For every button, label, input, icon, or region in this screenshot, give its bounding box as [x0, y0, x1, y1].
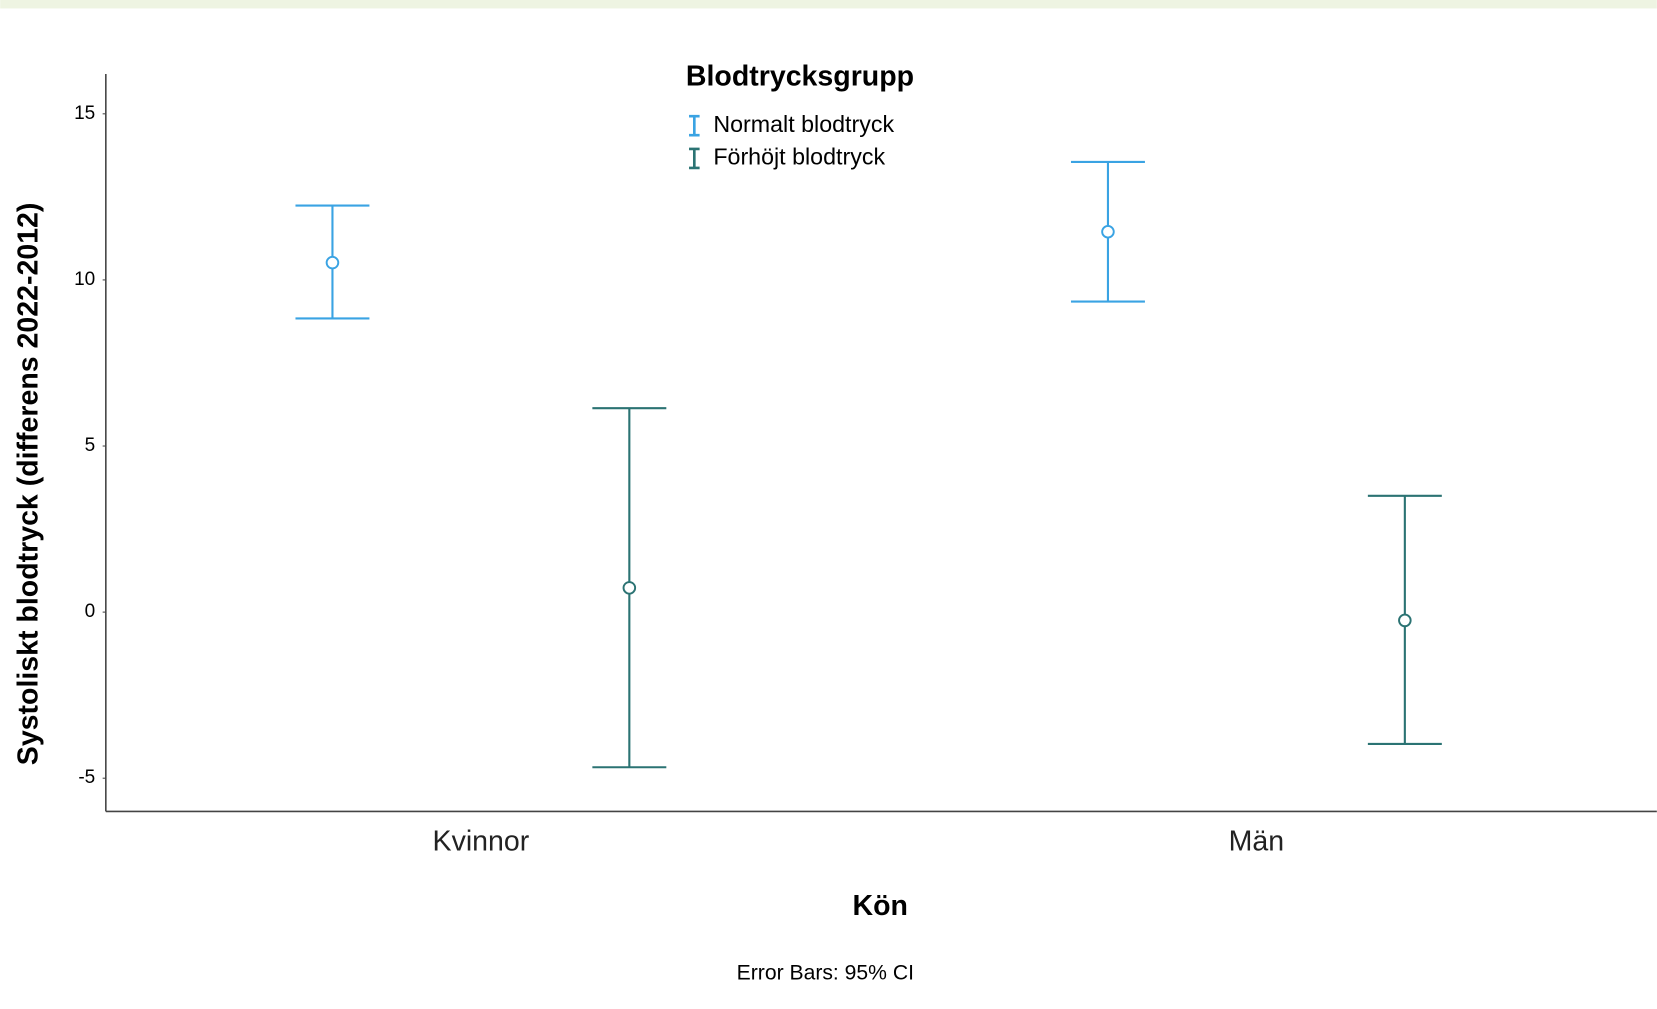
- mean-marker: [1101, 224, 1115, 239]
- y-tick-label: 15: [74, 103, 95, 124]
- legend-label: Förhöjt blodtryck: [713, 144, 885, 170]
- x-tick-label: Män: [1229, 826, 1284, 858]
- mean-marker: [622, 581, 637, 595]
- mean-marker: [325, 255, 340, 270]
- legend-icon: [689, 114, 700, 137]
- x-tick-label: Kvinnor: [433, 826, 530, 858]
- top-strip: [0, 0, 1657, 9]
- mean-marker: [1398, 613, 1412, 628]
- footnote: Error Bars: 95% CI: [737, 962, 914, 985]
- y-tick-label: 5: [85, 435, 96, 456]
- y-tick-label: -5: [78, 767, 95, 788]
- legend-title: Blodtrycksgrupp: [686, 61, 914, 93]
- legend-icon: [689, 147, 700, 170]
- y-axis-title: Systoliskt blodtryck (differens 2022-201…: [12, 203, 44, 766]
- x-axis-title: Kön: [853, 890, 908, 922]
- legend-label: Normalt blodtryck: [713, 111, 894, 137]
- y-tick-label: 10: [74, 269, 95, 290]
- y-tick-label: 0: [85, 601, 96, 622]
